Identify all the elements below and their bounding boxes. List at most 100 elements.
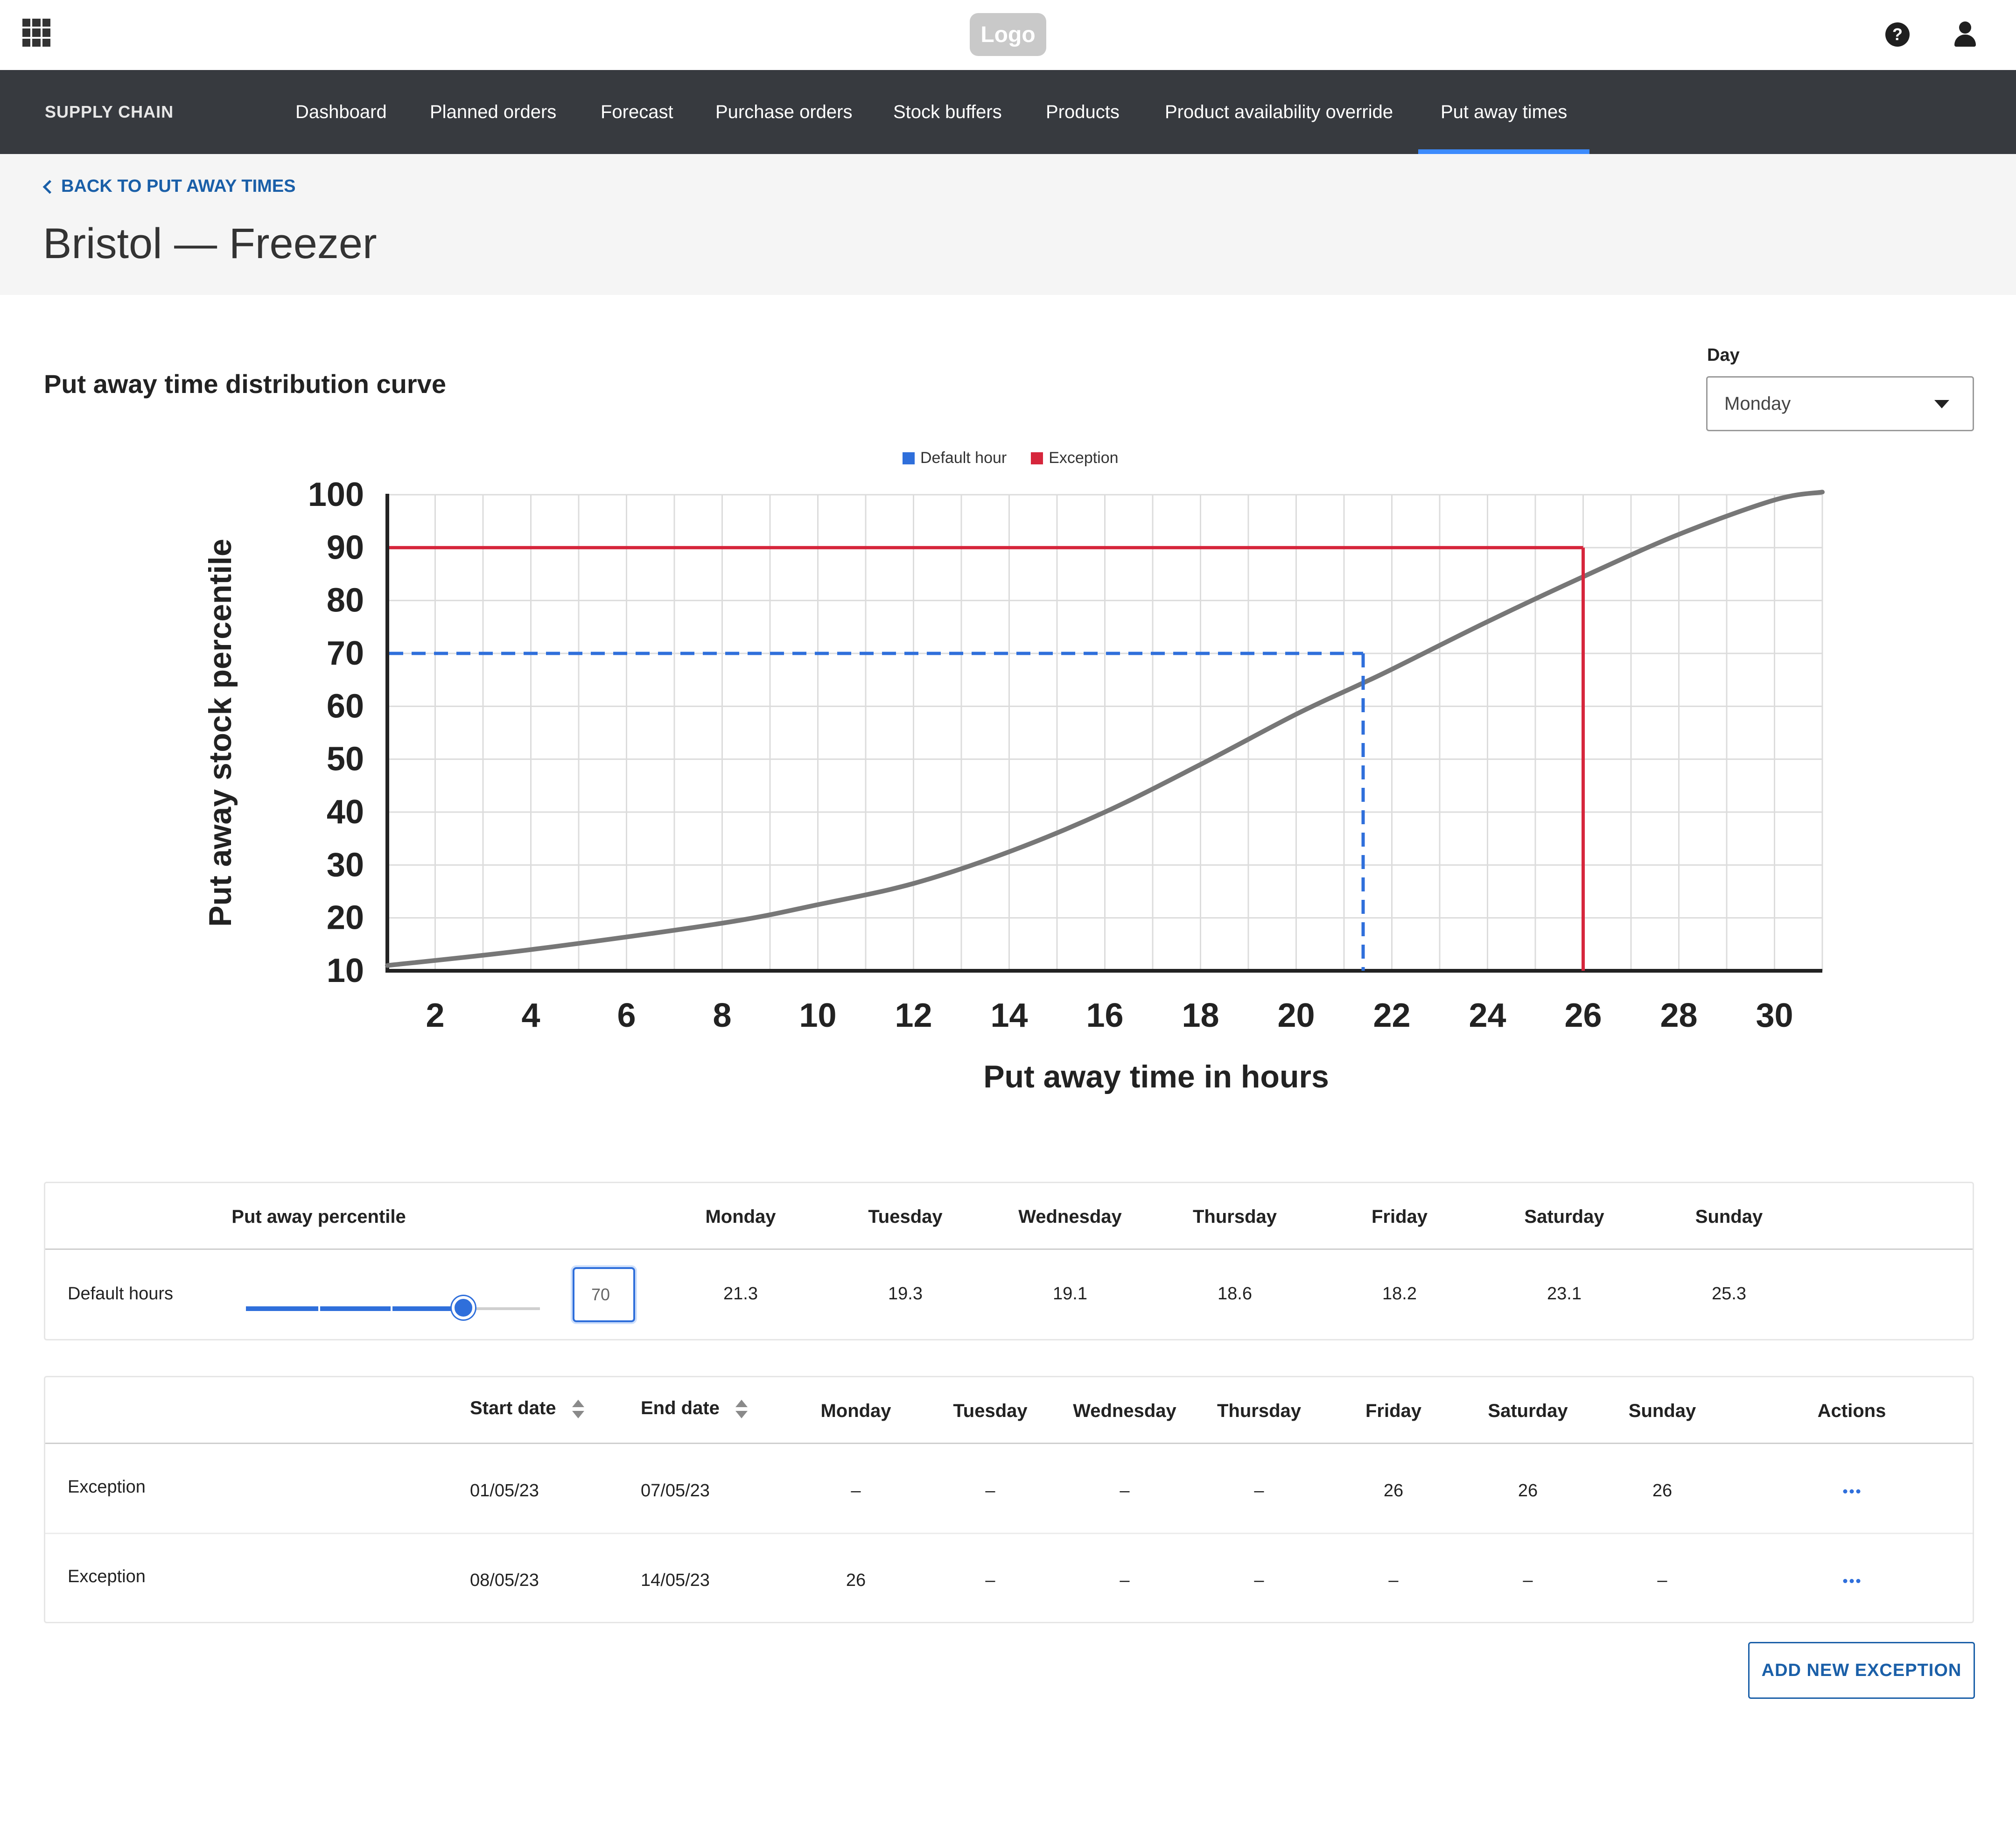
col-header-wednesday: Wednesday xyxy=(1018,1206,1122,1227)
y-tick-label: 50 xyxy=(327,741,364,778)
help-icon[interactable]: ? xyxy=(1885,22,1910,47)
exception-saturday: 26 xyxy=(1518,1481,1538,1500)
back-link-label: BACK TO PUT AWAY TIMES xyxy=(61,176,296,196)
col-header-end-date[interactable]: End date xyxy=(641,1398,748,1419)
x-tick-label: 30 xyxy=(1756,997,1793,1034)
nav-item-planned-orders[interactable]: Planned orders xyxy=(430,102,557,122)
x-tick-label: 18 xyxy=(1182,997,1219,1034)
exception-saturday: – xyxy=(1523,1571,1533,1590)
x-tick-label: 26 xyxy=(1564,997,1602,1034)
day-select[interactable]: Monday xyxy=(1706,376,1974,431)
col-header-sunday: Sunday xyxy=(1695,1206,1763,1227)
col-header-thursday: Thursday xyxy=(1192,1206,1277,1227)
exception-monday: – xyxy=(851,1481,861,1500)
x-tick-label: 4 xyxy=(521,997,540,1034)
default-tuesday-value: 19.3 xyxy=(888,1284,923,1304)
header-divider xyxy=(45,1248,1973,1250)
col-header-friday: Friday xyxy=(1371,1206,1428,1227)
default-wednesday-value: 19.1 xyxy=(1053,1284,1087,1304)
default-sunday-value: 25.3 xyxy=(1712,1284,1746,1304)
y-tick-label: 80 xyxy=(327,582,364,619)
day-select-value: Monday xyxy=(1724,393,1791,414)
col-header-saturday: Saturday xyxy=(1488,1401,1568,1421)
default-saturday-value: 23.1 xyxy=(1547,1284,1582,1304)
exception-wednesday: – xyxy=(1120,1571,1130,1590)
col-header-actions: Actions xyxy=(1817,1401,1886,1421)
y-tick-label: 90 xyxy=(327,529,364,566)
user-account-icon[interactable] xyxy=(1953,20,1977,48)
x-tick-label: 16 xyxy=(1086,997,1123,1034)
distribution-chart: 2 4 6 8 10 12 14 16 18 20 22 24 26 28 3010203040506070… xyxy=(203,476,1825,1094)
exception-monday: 26 xyxy=(846,1571,866,1590)
sort-icon[interactable] xyxy=(735,1399,748,1419)
col-header-sunday: Sunday xyxy=(1628,1401,1696,1421)
percentile-slider[interactable] xyxy=(246,1294,540,1322)
nav-item-purchase-orders[interactable]: Purchase orders xyxy=(715,102,853,122)
legend-swatch-exception xyxy=(1031,452,1043,464)
logo[interactable]: Logo xyxy=(970,13,1046,56)
col-header-start-date[interactable]: Start date xyxy=(470,1398,584,1419)
exception-start-date: 08/05/23 xyxy=(470,1571,539,1590)
distribution-curve xyxy=(385,490,1825,968)
x-tick-label: 14 xyxy=(990,997,1028,1034)
nav-item-product-availability-override[interactable]: Product availability override xyxy=(1165,102,1393,122)
apps-grid-icon[interactable] xyxy=(22,19,50,47)
x-tick-label: 10 xyxy=(799,997,836,1034)
exceptions-table: Start date End date Monday Tuesday Wedne… xyxy=(44,1376,1974,1623)
nav-item-dashboard[interactable]: Dashboard xyxy=(295,102,387,122)
y-tick-label: 20 xyxy=(327,899,364,937)
add-new-exception-button[interactable]: ADD NEW EXCEPTION xyxy=(1748,1642,1975,1699)
exception-row-label: Exception xyxy=(68,1477,146,1497)
col-header-wednesday: Wednesday xyxy=(1073,1401,1176,1421)
exception-sunday: – xyxy=(1657,1571,1667,1590)
x-tick-label: 28 xyxy=(1660,997,1697,1034)
legend-label-exception: Exception xyxy=(1049,449,1119,467)
nav-item-put-away-times[interactable]: Put away times xyxy=(1418,70,1590,154)
page-header xyxy=(0,154,2016,295)
x-tick-label: 24 xyxy=(1469,997,1506,1034)
main-nav: SUPPLY CHAIN Dashboard Planned orders Fo… xyxy=(0,70,2016,154)
exception-row-label: Exception xyxy=(68,1567,146,1586)
col-header-thursday: Thursday xyxy=(1217,1401,1302,1421)
exception-wednesday: – xyxy=(1120,1481,1130,1500)
day-label: Day xyxy=(1707,345,1740,365)
slider-thumb[interactable] xyxy=(452,1296,476,1319)
legend-item-default-hour: Default hour xyxy=(903,449,1007,467)
y-tick-label: 10 xyxy=(327,952,364,989)
y-axis-label: Put away stock percentile xyxy=(203,539,238,926)
slider-tick xyxy=(318,1306,320,1311)
page-title: Bristol — Freezer xyxy=(43,220,377,267)
slider-tick xyxy=(391,1306,392,1311)
exception-thursday: – xyxy=(1254,1571,1264,1590)
col-header-monday: Monday xyxy=(820,1401,891,1421)
y-tick-label: 70 xyxy=(327,635,364,672)
chart-section-title: Put away time distribution curve xyxy=(44,369,446,399)
legend-item-exception: Exception xyxy=(1031,449,1119,467)
x-tick-label: 2 xyxy=(426,997,444,1034)
col-header-tuesday: Tuesday xyxy=(953,1401,1028,1421)
default-friday-value: 18.2 xyxy=(1382,1284,1417,1304)
nav-item-stock-buffers[interactable]: Stock buffers xyxy=(893,102,1002,122)
more-actions-icon[interactable] xyxy=(1843,1489,1861,1493)
nav-item-forecast[interactable]: Forecast xyxy=(601,102,673,122)
more-actions-icon[interactable] xyxy=(1843,1579,1861,1583)
sort-icon[interactable] xyxy=(572,1399,584,1419)
x-tick-label: 22 xyxy=(1373,997,1410,1034)
exception-friday: 26 xyxy=(1383,1481,1404,1500)
x-tick-label: 6 xyxy=(617,997,636,1034)
start-date-label: Start date xyxy=(470,1398,556,1418)
legend-label-default: Default hour xyxy=(920,449,1007,467)
exception-sunday: 26 xyxy=(1652,1481,1673,1500)
default-monday-value: 21.3 xyxy=(723,1284,758,1304)
back-link[interactable]: BACK TO PUT AWAY TIMES xyxy=(42,176,296,196)
chart-legend: Default hour Exception xyxy=(903,449,1119,467)
percentile-input[interactable] xyxy=(573,1267,635,1322)
col-header-percentile: Put away percentile xyxy=(231,1206,406,1227)
nav-item-products[interactable]: Products xyxy=(1046,102,1120,122)
col-header-tuesday: Tuesday xyxy=(868,1206,943,1227)
default-thursday-value: 18.6 xyxy=(1218,1284,1252,1304)
x-axis-label: Put away time in hours xyxy=(983,1059,1329,1094)
exception-start-date: 01/05/23 xyxy=(470,1481,539,1500)
exception-end-date: 07/05/23 xyxy=(641,1481,710,1500)
x-tick-label: 12 xyxy=(895,997,932,1034)
